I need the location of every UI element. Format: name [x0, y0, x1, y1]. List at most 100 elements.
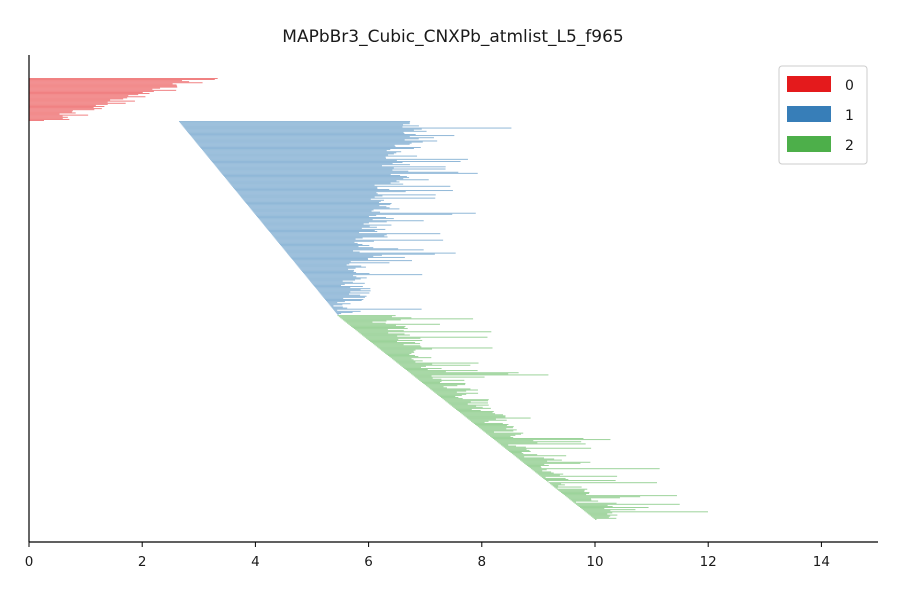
bar-series-2 [371, 342, 416, 344]
bar-series-2 [469, 419, 507, 421]
bar-series-1 [181, 124, 404, 126]
bar-series-2 [533, 470, 543, 472]
bar-series-1 [204, 152, 397, 154]
bar-series-1 [238, 193, 378, 195]
bar-series-1 [314, 286, 363, 287]
bar-series-1 [297, 265, 362, 267]
x-tick-label: 0 [25, 554, 34, 570]
bar-series-1 [290, 256, 405, 258]
bar-series-1 [327, 302, 338, 304]
bar-series-2 [389, 356, 419, 358]
bar-series-2 [560, 491, 590, 493]
bar-series-2 [428, 387, 447, 389]
bar-series-2 [432, 390, 467, 392]
bar-series-1 [186, 130, 427, 132]
bar-series-1 [337, 314, 339, 316]
bar-series-2 [471, 420, 489, 422]
bar-series-2 [396, 361, 416, 363]
bar-series-2 [526, 465, 549, 466]
bar-series-1 [200, 146, 421, 148]
bar-series-1 [288, 254, 382, 256]
bar-series-1 [201, 148, 414, 149]
bar-series-2 [446, 401, 471, 403]
bar-series-2 [391, 358, 412, 360]
bar-series-1 [199, 145, 396, 147]
bar-series-0 [29, 86, 178, 88]
bar-series-1 [279, 244, 363, 245]
bar-series-2 [515, 456, 525, 458]
bar-series-1 [280, 245, 370, 247]
bar-series-2 [401, 365, 426, 367]
bar-series-2 [338, 316, 392, 318]
bar-series-2 [426, 385, 458, 387]
bar-series-2 [507, 449, 530, 451]
bar-series-1 [270, 232, 360, 234]
x-tick-label: 10 [586, 554, 603, 570]
bar-series-0 [29, 93, 150, 95]
bar-series-1 [231, 184, 375, 186]
bar-series-1 [260, 220, 424, 222]
bar-series-1 [334, 310, 361, 312]
bar-series-1 [198, 144, 395, 146]
bar-series-1 [202, 149, 391, 151]
bar-series-2 [545, 480, 616, 482]
bar-series-0 [29, 108, 102, 110]
bar-series-2 [521, 460, 548, 462]
bar-series-1 [221, 172, 478, 174]
bar-series-0 [29, 115, 63, 117]
bar-series-2 [495, 440, 534, 442]
bar-series-2 [475, 424, 509, 425]
bar-series-1 [213, 163, 393, 165]
bar-series-2 [473, 422, 503, 424]
bar-series-1 [303, 273, 370, 275]
bar-series-1 [324, 297, 344, 299]
bar-series-1 [263, 223, 364, 225]
bar-series-1 [330, 305, 334, 307]
bar-series-1 [291, 258, 368, 259]
bar-series-0 [29, 103, 108, 105]
bar-series-2 [565, 495, 677, 497]
bar-series-1 [273, 236, 388, 238]
bar-series-2 [441, 397, 459, 399]
bar-series-0 [29, 112, 76, 114]
bar-series-1 [183, 126, 403, 128]
bar-series-2 [412, 374, 549, 376]
bar-series-2 [370, 341, 398, 342]
legend-swatch-1 [787, 106, 831, 122]
bar-series-1 [207, 155, 418, 157]
bar-series-2 [559, 490, 585, 492]
bar-series-2 [494, 439, 611, 441]
bar-series-0 [29, 78, 218, 79]
bar-series-0 [29, 100, 135, 102]
bar-series-2 [477, 426, 514, 428]
bar-series-1 [242, 198, 371, 200]
legend-label-2: 2 [845, 138, 854, 154]
bar-series-1 [332, 307, 348, 309]
bar-series-0 [29, 81, 190, 83]
bar-series-1 [295, 263, 350, 265]
bar-series-1 [257, 217, 387, 218]
bar-series-1 [316, 288, 371, 290]
bar-series-2 [416, 377, 433, 379]
bar-series-2 [581, 508, 605, 510]
bar-series-2 [356, 330, 404, 332]
bar-series-1 [279, 242, 358, 244]
bar-series-2 [567, 497, 620, 499]
bar-series-1 [286, 251, 360, 253]
x-tick-label: 2 [138, 554, 147, 570]
bar-series-2 [588, 513, 608, 515]
bar-series-2 [492, 438, 584, 439]
bar-series-2 [419, 379, 465, 381]
bar-series-0 [29, 83, 173, 85]
bar-series-1 [254, 212, 476, 214]
x-axis-ticks: 0 2 4 6 8 10 12 14 [25, 542, 830, 570]
bar-series-1 [232, 186, 378, 188]
bar-series-2 [341, 318, 474, 320]
bar-series-2 [490, 435, 511, 437]
bar-series-2 [479, 427, 513, 429]
bar-series-2 [530, 468, 660, 470]
bar-series-1 [227, 180, 397, 182]
bar-series-0 [29, 94, 139, 96]
bar-series-2 [378, 347, 493, 349]
bar-series-1 [302, 272, 357, 273]
